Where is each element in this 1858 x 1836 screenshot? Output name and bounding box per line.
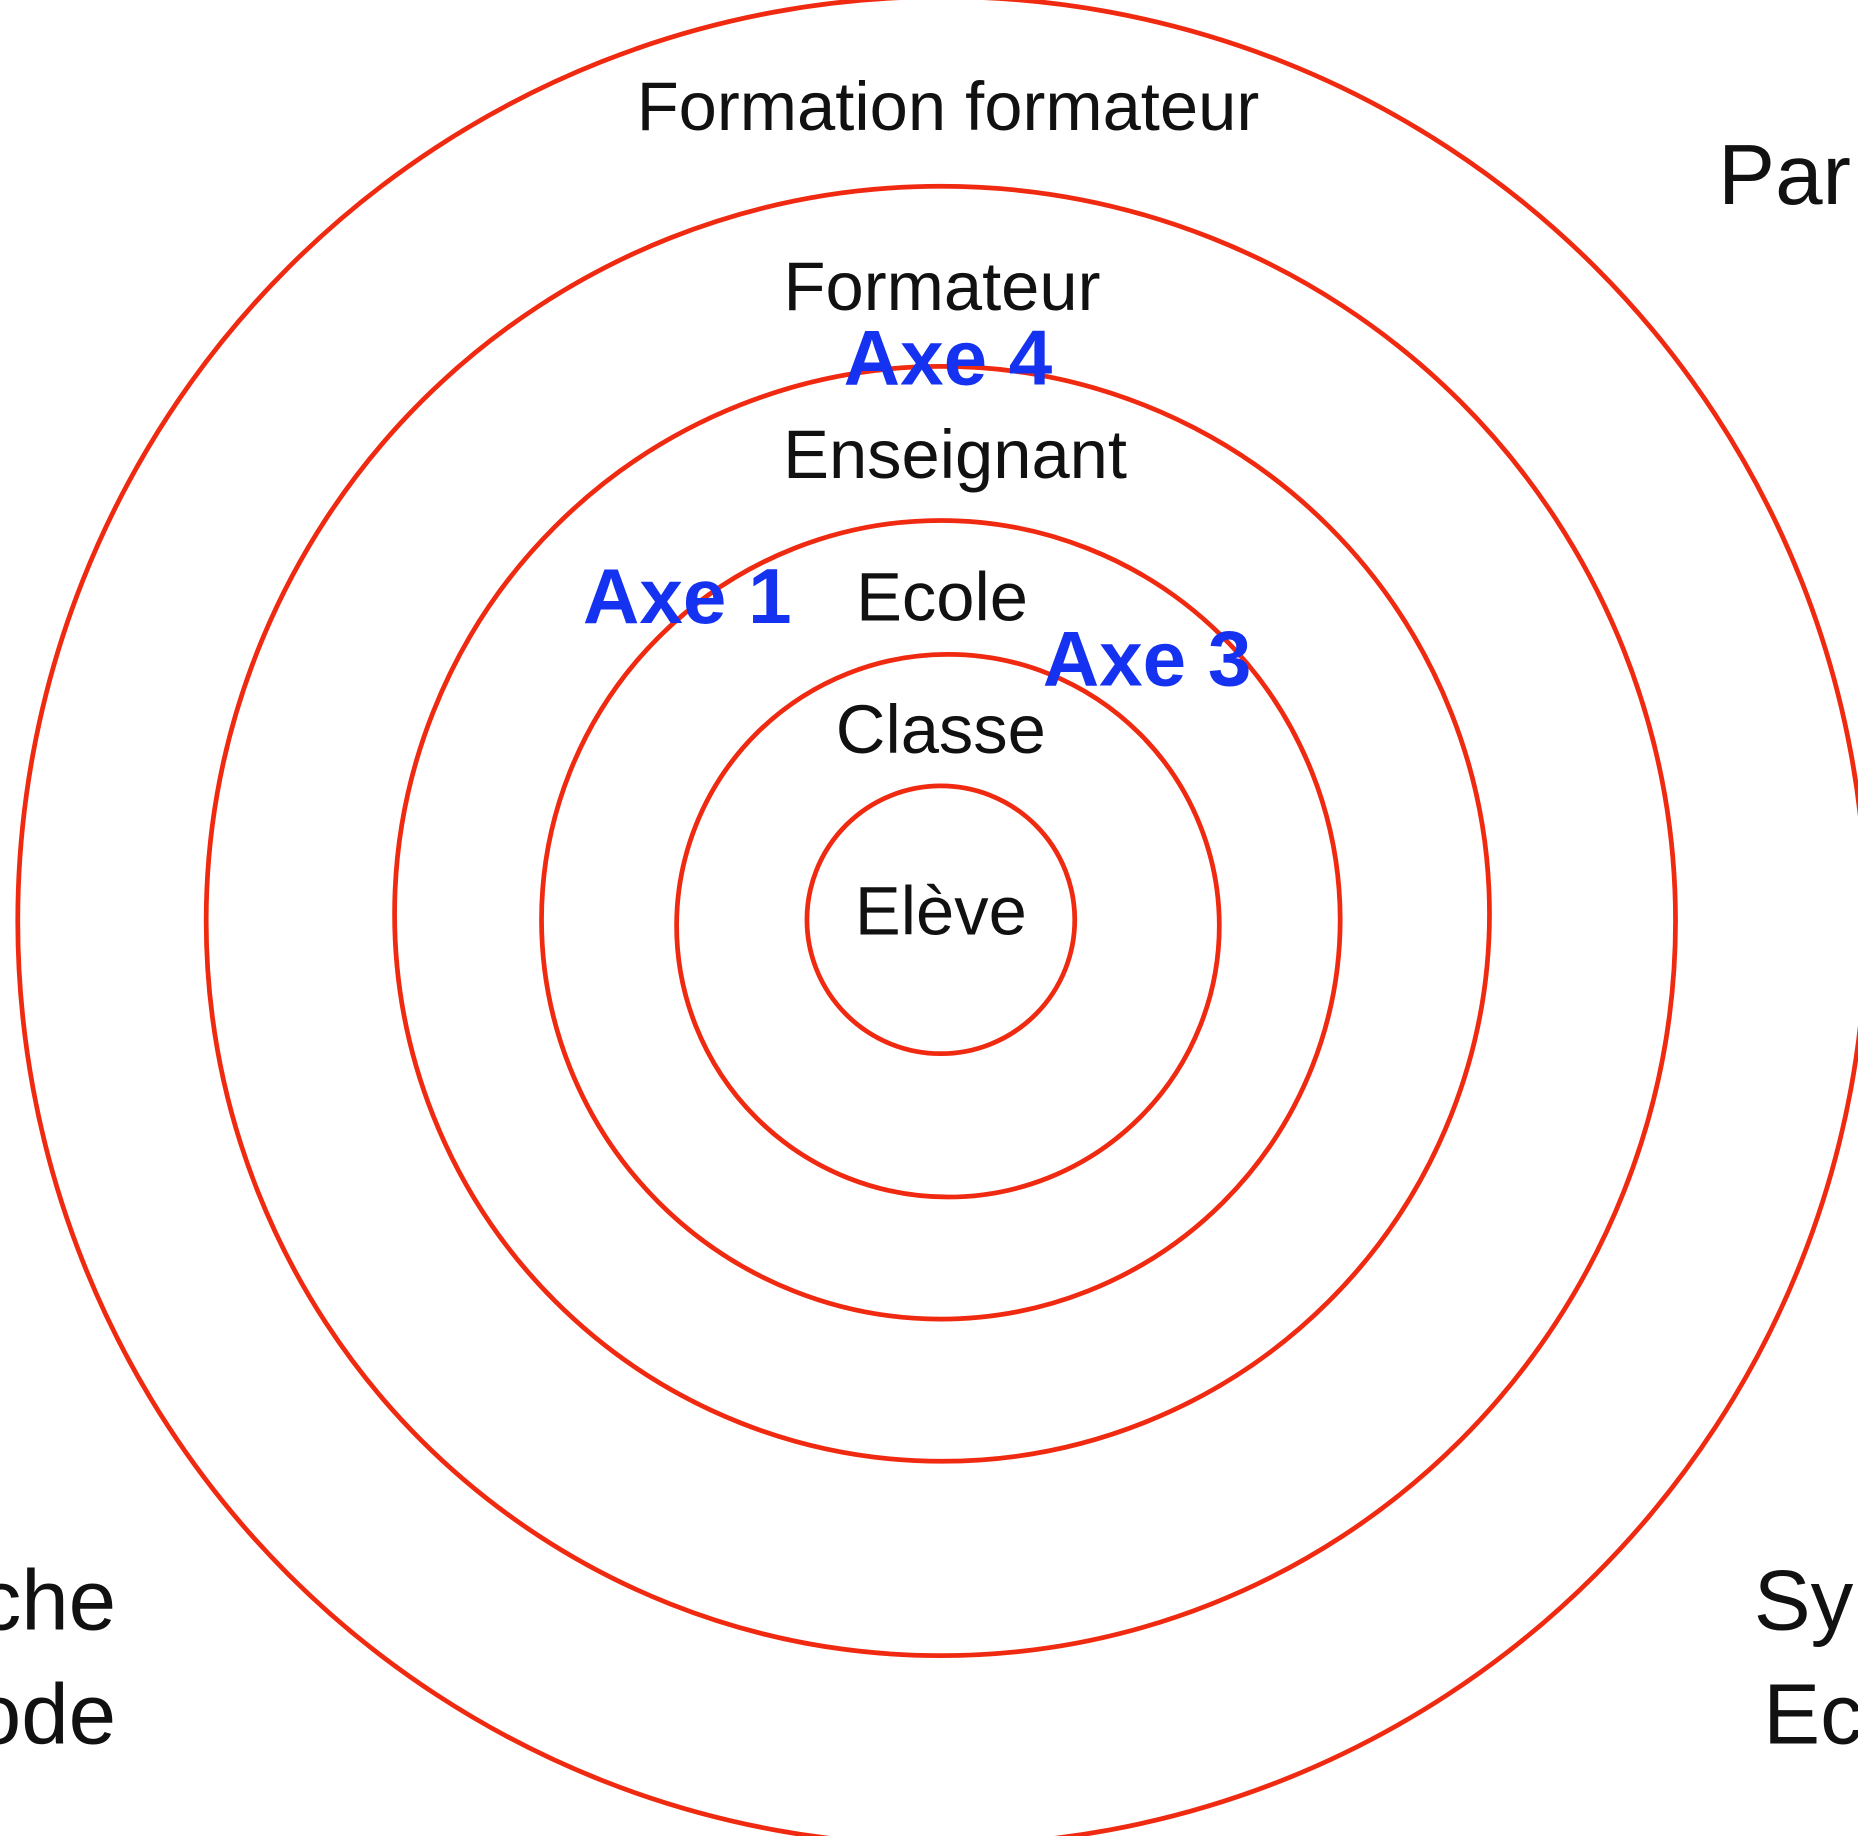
ring-label: Classe xyxy=(836,691,1046,768)
side-text: che xyxy=(0,1554,116,1649)
ring-label: Elève xyxy=(855,872,1027,949)
ring-label: Formateur xyxy=(784,248,1101,325)
side-text: ode xyxy=(0,1667,116,1762)
side-text: Par xyxy=(1718,128,1851,223)
axis-label: Axe 4 xyxy=(844,314,1053,402)
ring xyxy=(539,518,1343,1322)
ring xyxy=(15,0,1858,1836)
axis-label: Axe 3 xyxy=(1043,615,1252,703)
ring-label: Enseignant xyxy=(783,416,1127,493)
side-text: Ec xyxy=(1763,1667,1858,1762)
ring-label: Formation formateur xyxy=(637,68,1260,145)
ring xyxy=(203,183,1678,1659)
ring-label: Ecole xyxy=(856,558,1028,635)
ring xyxy=(804,783,1078,1057)
axis-label: Axe 1 xyxy=(583,552,792,640)
side-text: Sy xyxy=(1754,1554,1854,1649)
ring xyxy=(674,651,1222,1200)
ring xyxy=(392,364,1492,1464)
